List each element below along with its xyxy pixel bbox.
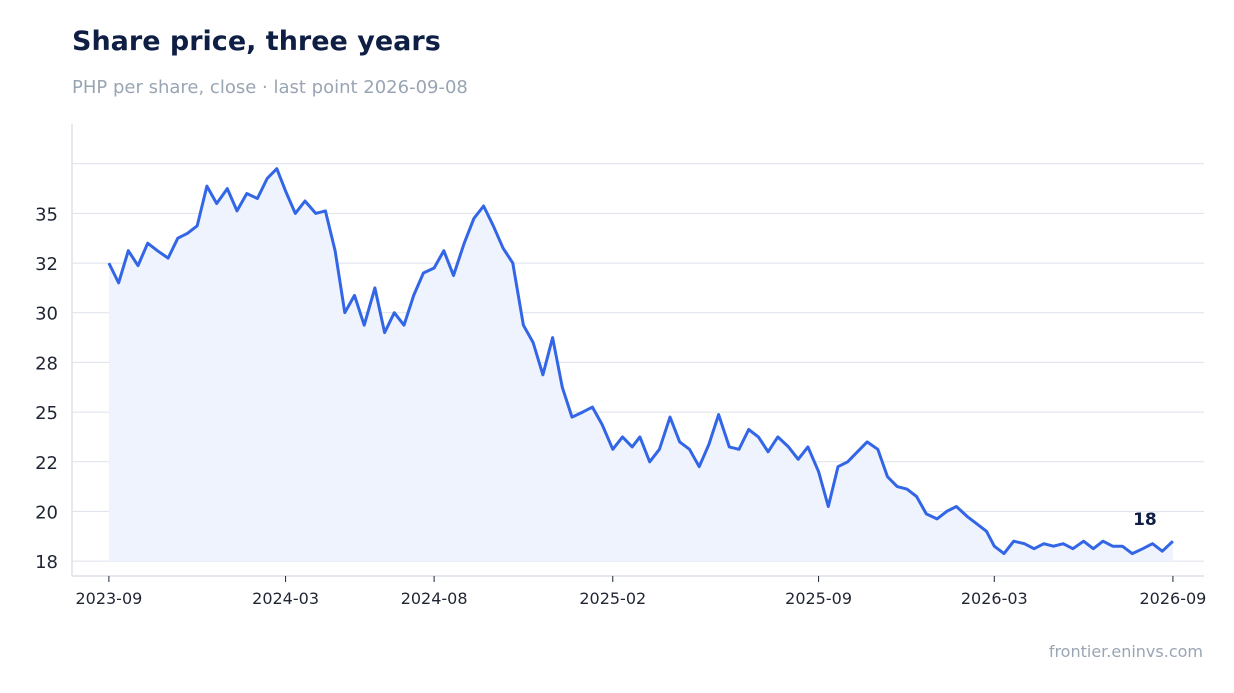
y-tick-label: 32 bbox=[35, 254, 58, 275]
y-tick-label: 35 bbox=[35, 204, 58, 225]
x-tick-label: 2026-09 bbox=[1140, 589, 1207, 608]
source-credit: frontier.eninvs.com bbox=[1048, 642, 1203, 661]
x-tick-label: 2024-08 bbox=[401, 589, 468, 608]
y-tick-label: 25 bbox=[35, 403, 58, 424]
y-tick-label: 20 bbox=[35, 502, 58, 523]
price-line bbox=[107, 167, 1174, 556]
chart-subtitle: PHP per share, close · last point 2026-0… bbox=[72, 77, 468, 98]
x-tick-label: 2023-09 bbox=[75, 589, 142, 608]
y-tick-labels: 18 20 22 25 28 30 32 35 bbox=[35, 204, 58, 573]
last-value-label: 18 bbox=[1133, 510, 1157, 530]
x-tick-labels: 2023-09 2024-03 2024-08 2025-02 2025-09 2026-… bbox=[75, 576, 1206, 608]
chart-title: Share price, three years bbox=[72, 26, 441, 57]
y-tick-label: 22 bbox=[35, 453, 58, 474]
y-tick-label: 18 bbox=[35, 552, 58, 573]
y-tick-label: 30 bbox=[35, 304, 58, 325]
x-tick-label: 2026-03 bbox=[961, 589, 1028, 608]
x-tick-label: 2025-09 bbox=[785, 589, 852, 608]
y-tick-label: 28 bbox=[35, 353, 58, 374]
x-tick-label: 2025-02 bbox=[579, 589, 646, 608]
price-area bbox=[108, 168, 1173, 562]
x-tick-label: 2024-03 bbox=[252, 589, 319, 608]
